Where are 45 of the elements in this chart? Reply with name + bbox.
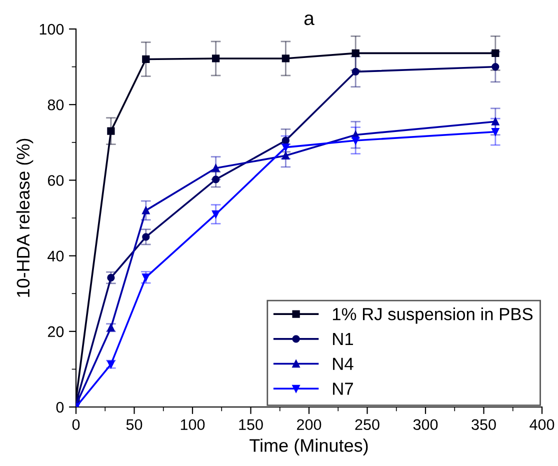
y-tick-label: 60 [48, 175, 64, 186]
point [212, 164, 220, 172]
legend-label: 1% RJ suspension in PBS [332, 308, 533, 324]
legend-label: N4 [333, 358, 354, 370]
x-tick-label: 0 [72, 419, 80, 430]
y-tick-label: 0 [56, 402, 64, 413]
point [282, 136, 290, 144]
x-tick-label: 350 [472, 419, 496, 430]
point [492, 118, 500, 126]
point [107, 274, 115, 282]
point [107, 127, 115, 135]
y-tick-label: 40 [48, 250, 64, 262]
y-tick-label: 100 [40, 24, 64, 35]
point [212, 176, 220, 184]
point [282, 143, 290, 152]
x-tick-label: 300 [413, 419, 438, 430]
point [142, 274, 150, 282]
point [492, 128, 500, 136]
point [212, 54, 220, 62]
y-tick-label: 20 [48, 326, 64, 338]
point [282, 54, 290, 62]
point [492, 49, 500, 58]
point [142, 55, 150, 64]
x-tick-label: 50 [126, 419, 142, 430]
point [142, 206, 150, 214]
point [492, 62, 500, 71]
point [212, 210, 220, 218]
point [352, 136, 360, 144]
legend-label: N1 [333, 333, 353, 345]
chart-title: a [304, 14, 314, 26]
x-tick-label: 200 [297, 419, 322, 430]
x-tick-label: 400 [530, 419, 554, 430]
point [352, 68, 360, 76]
point [142, 233, 150, 241]
point [282, 152, 290, 160]
x-tick-label: 250 [355, 419, 380, 430]
legend-label: N7 [333, 382, 353, 395]
point [352, 49, 360, 58]
y-tick-label: 80 [48, 99, 64, 110]
x-tick-label: 100 [180, 419, 205, 430]
point [107, 360, 115, 368]
y-axis-title: 10-HDA release (%) [16, 138, 34, 297]
point [107, 324, 115, 332]
x-axis-title: Time (Minutes) [250, 438, 368, 456]
x-tick-label: 150 [239, 419, 263, 430]
